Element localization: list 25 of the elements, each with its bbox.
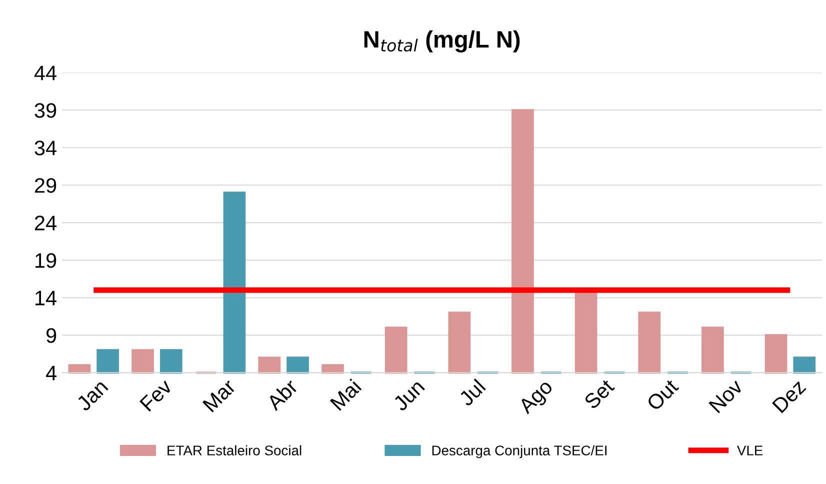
- y-tick-label: 34: [34, 140, 56, 156]
- x-tick-label: Mar: [202, 378, 237, 413]
- x-tick-label: Set: [583, 378, 616, 410]
- y-tick-label: 19: [36, 253, 56, 268]
- x-tick-label: Abr: [265, 378, 299, 412]
- y-tick-label: 9: [46, 328, 56, 343]
- y-tick-label: 14: [36, 290, 56, 306]
- legend-label: Descarga Conjunta TSEC/EI: [432, 445, 606, 458]
- legend-label: ETAR Estaleiro Social: [168, 445, 302, 456]
- y-tick-label: 29: [34, 178, 56, 193]
- x-tick-label: Mai: [329, 378, 362, 411]
- y-tick-label: 39: [34, 103, 56, 118]
- x-tick-label: Dez: [772, 378, 807, 414]
- x-tick-label: Jan: [76, 379, 108, 412]
- x-tick-label: Jul: [458, 378, 486, 407]
- y-tick-label: 44: [34, 66, 56, 80]
- chart-title: N$_{total}$ (mg/L N): [364, 30, 520, 52]
- x-tick-label: Out: [646, 378, 680, 412]
- x-tick-label: Nov: [708, 378, 744, 414]
- x-tick-label: Jun: [392, 379, 426, 412]
- x-tick-label: Ago: [518, 378, 556, 418]
- y-tick-label: 4: [46, 366, 56, 380]
- x-tick-label: Fev: [140, 378, 174, 412]
- y-tick-label: 24: [34, 216, 56, 230]
- legend-label: VLE: [736, 446, 763, 456]
